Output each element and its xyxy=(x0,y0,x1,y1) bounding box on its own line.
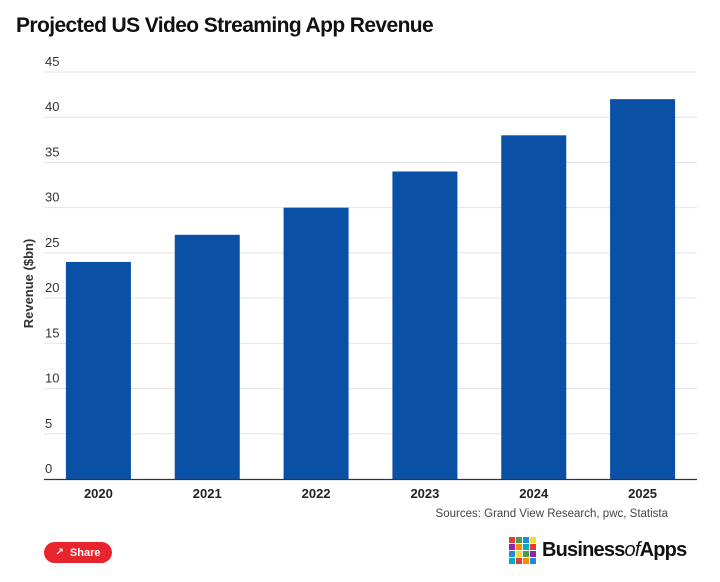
mosaic-tile xyxy=(530,551,536,557)
mosaic-tile xyxy=(509,537,515,543)
x-tick-label: 2024 xyxy=(519,486,549,501)
mosaic-tile xyxy=(523,544,529,550)
bar-2025[interactable] xyxy=(610,99,676,479)
source-note: Sources: Grand View Research, pwc, Stati… xyxy=(435,508,668,520)
bar-2020[interactable] xyxy=(65,261,131,479)
bars xyxy=(65,99,676,480)
businessofapps-logo: BusinessofApps xyxy=(509,537,687,564)
mosaic-tile xyxy=(523,558,529,564)
chart-title: Projected US Video Streaming App Revenue xyxy=(16,14,434,37)
mosaic-tile xyxy=(509,558,515,564)
mosaic-tile xyxy=(523,537,529,543)
x-tick-label: 2021 xyxy=(193,486,222,501)
y-tick-label: 10 xyxy=(45,371,59,386)
bar-2023[interactable] xyxy=(392,171,458,479)
mosaic-tile xyxy=(523,551,529,557)
logo-wordmark: BusinessofApps xyxy=(542,539,687,561)
x-tick-label: 2023 xyxy=(410,486,439,501)
share-button[interactable]: ↗ Share xyxy=(44,542,112,563)
y-axis-ticks: 0 5 10 15 20 25 30 35 40 45 xyxy=(45,54,59,476)
x-tick-label: 2025 xyxy=(628,486,657,501)
mosaic-tile xyxy=(509,551,515,557)
y-axis-label: Revenue ($bn) xyxy=(21,239,36,329)
mosaic-tile xyxy=(516,558,522,564)
mosaic-tile xyxy=(516,537,522,543)
mosaic-tile xyxy=(530,544,536,550)
x-tick-label: 2022 xyxy=(302,486,331,501)
y-tick-label: 15 xyxy=(45,325,59,340)
x-axis-ticks: 2020 2021 2022 2023 2024 2025 xyxy=(84,486,657,501)
y-tick-label: 25 xyxy=(45,235,59,250)
y-tick-label: 30 xyxy=(45,190,59,205)
x-tick-label: 2020 xyxy=(84,486,113,501)
y-tick-label: 35 xyxy=(45,144,59,159)
y-tick-label: 5 xyxy=(45,416,52,431)
y-tick-label: 20 xyxy=(45,280,59,295)
share-label: Share xyxy=(69,546,101,559)
y-tick-label: 45 xyxy=(45,54,59,69)
y-tick-label: 40 xyxy=(45,99,59,114)
bar-2021[interactable] xyxy=(174,234,240,479)
mosaic-tile xyxy=(516,551,522,557)
mosaic-tile xyxy=(509,544,515,550)
logo-mosaic-icon xyxy=(509,537,536,564)
mosaic-tile xyxy=(516,544,522,550)
mosaic-tile xyxy=(530,558,536,564)
gridlines xyxy=(44,71,697,435)
bar-2024[interactable] xyxy=(501,135,567,480)
bar-2022[interactable] xyxy=(283,207,349,479)
mosaic-tile xyxy=(530,537,536,543)
y-tick-label: 0 xyxy=(45,461,52,476)
share-icon: ↗ xyxy=(55,546,64,558)
